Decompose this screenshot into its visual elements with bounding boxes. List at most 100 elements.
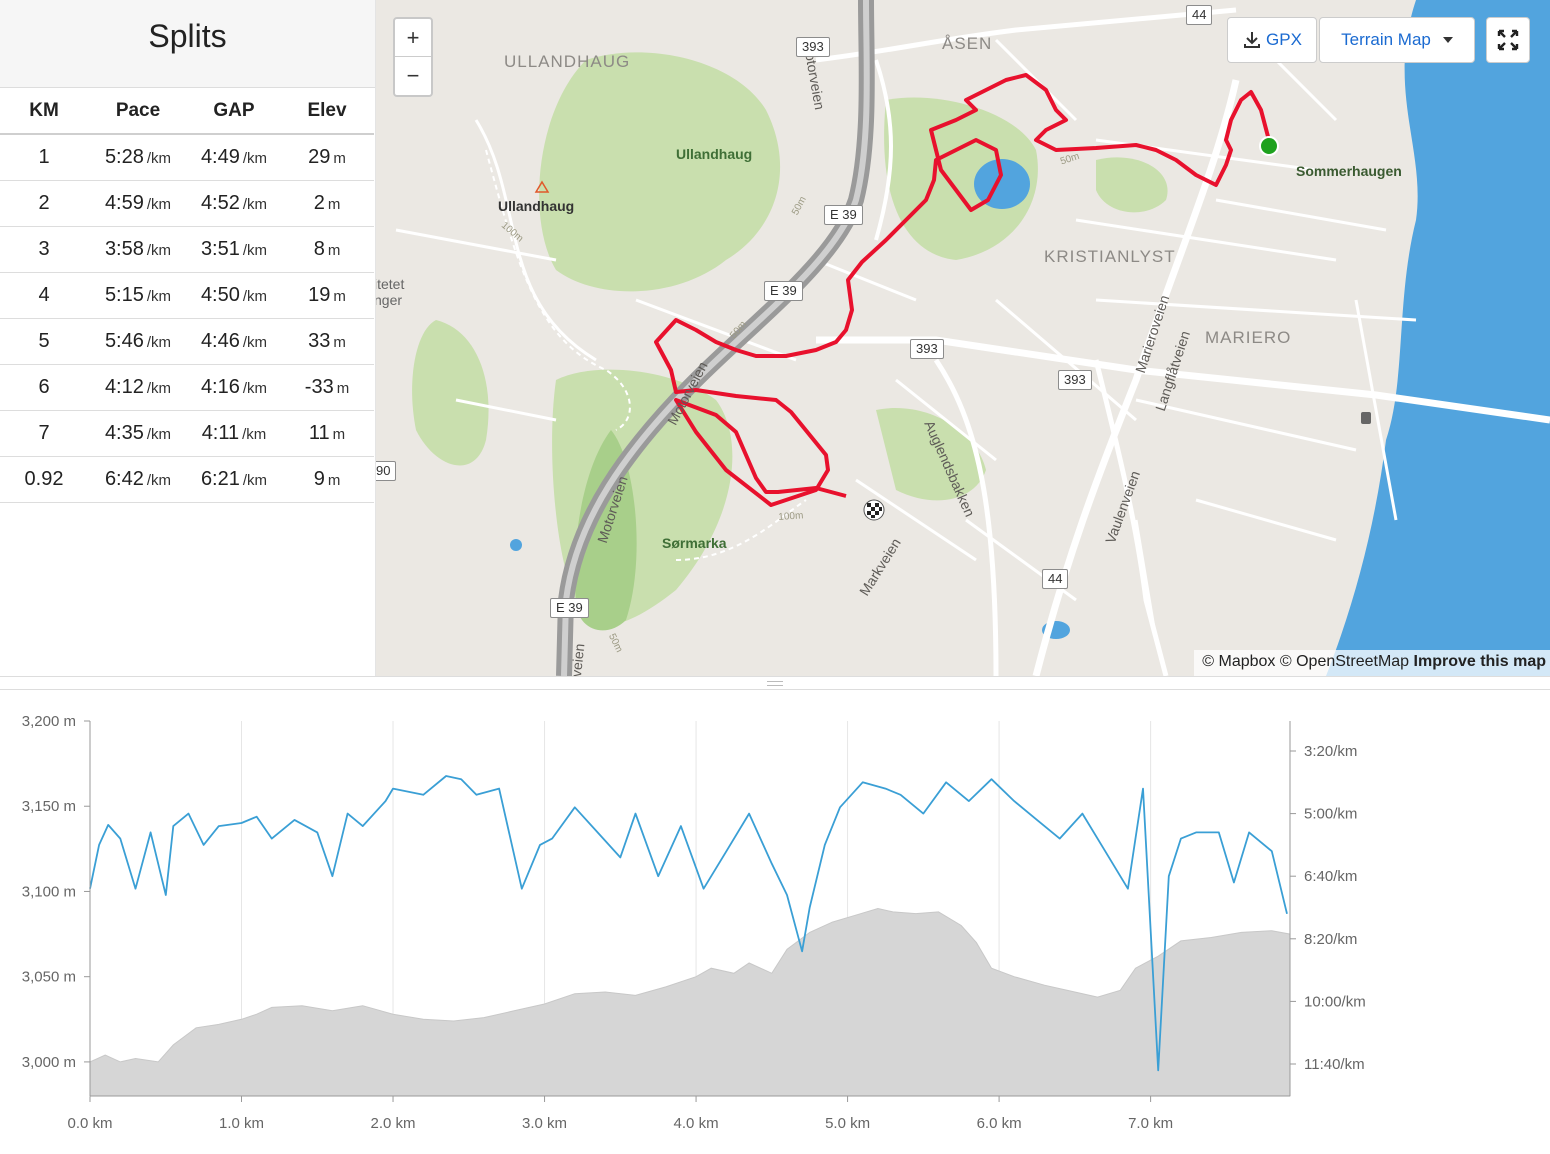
split-elev-value: 9 [313, 467, 325, 490]
x-tick-label: 0.0 km [67, 1115, 112, 1132]
gap-unit: /km [242, 149, 268, 167]
map-style-dropdown[interactable]: Terrain Map [1319, 17, 1475, 63]
split-row[interactable]: 0.92 6:42/km 6:21/km 9 m [0, 456, 374, 503]
split-pace-value: 6:42 [104, 467, 144, 490]
pace-unit: /km [146, 379, 172, 397]
split-gap-value: 4:50 [200, 283, 240, 306]
split-km: 0.92 [0, 456, 88, 503]
road-shield-e39: E 39 [764, 281, 803, 301]
road-shield-393: 393 [910, 339, 944, 359]
x-tick-label: 6.0 km [977, 1115, 1022, 1132]
split-pace-value: 4:12 [104, 375, 144, 398]
elev-unit: m [333, 149, 346, 167]
road-shield-393: 393 [796, 37, 830, 57]
pace-unit: /km [146, 195, 172, 213]
header-elev[interactable]: Elev [280, 88, 374, 135]
split-elev-value: -33 [304, 375, 334, 398]
gap-unit: /km [242, 425, 267, 443]
y-right-tick-label: 6:40/km [1304, 868, 1357, 885]
finish-marker[interactable] [863, 499, 885, 521]
y-left-tick-label: 3,000 m [22, 1054, 76, 1071]
label-sommerhaugen: Sommerhaugen [1296, 163, 1402, 179]
route-line [654, 73, 1273, 507]
improve-map-link[interactable]: Improve this map [1413, 653, 1546, 670]
attribution-osm-link[interactable]: © OpenStreetMap [1279, 653, 1410, 670]
zoom-out-button[interactable]: − [406, 63, 420, 88]
split-row[interactable]: 3 3:58/km 3:51/km 8 m [0, 226, 374, 273]
split-elev: 29 m [280, 134, 374, 181]
elev-unit: m [333, 333, 346, 351]
gap-unit: /km [242, 379, 268, 397]
x-tick-label: 3.0 km [522, 1115, 567, 1132]
split-gap-value: 4:46 [200, 329, 240, 352]
x-tick-label: 1.0 km [219, 1115, 264, 1132]
split-row[interactable]: 2 4:59/km 4:52/km 2 m [0, 180, 374, 227]
map[interactable]: ULLANDHAUG ÅSEN KRISTIANLYST MARIERO Ull… [376, 0, 1550, 676]
y-left-tick-label: 3,100 m [22, 883, 76, 900]
split-row[interactable]: 6 4:12/km 4:16/km -33 m [0, 364, 374, 411]
split-elev: 11 m [280, 410, 374, 457]
start-marker[interactable] [1259, 136, 1279, 156]
chart-svg[interactable]: 0.0 km 1.0 km 2.0 km 3.0 km 4.0 km 5.0 km 6.0 … [0, 690, 1550, 1154]
split-row[interactable]: 7 4:35/km 4:11/km 11 m [0, 410, 374, 457]
split-km: 4 [0, 272, 88, 319]
y-right-tick-label: 10:00/km [1304, 993, 1366, 1010]
split-gap-value: 4:11 [201, 421, 240, 444]
label-sormarka: Sørmarka [662, 535, 727, 551]
pace-unit: /km [146, 471, 172, 489]
split-pace: 3:58/km [88, 226, 188, 273]
elev-unit: m [336, 379, 350, 397]
split-pace: 5:28/km [88, 134, 188, 181]
gap-unit: /km [242, 241, 268, 259]
split-km: 2 [0, 180, 88, 227]
elevation-pace-chart[interactable]: 0.0 km 1.0 km 2.0 km 3.0 km 4.0 km 5.0 km 6.0 … [0, 690, 1550, 1154]
map-canvas[interactable] [376, 0, 1550, 676]
split-gap: 3:51/km [188, 226, 280, 273]
y-left-tick-label: 3,200 m [22, 713, 76, 730]
header-gap[interactable]: GAP [188, 88, 280, 135]
elev-unit: m [327, 241, 341, 259]
label-nger: nger [376, 292, 403, 308]
split-row[interactable]: 5 5:46/km 4:46/km 33 m [0, 318, 374, 365]
gpx-download-button[interactable]: GPX [1227, 17, 1317, 63]
split-elev-value: 11 [308, 421, 330, 444]
splits-title: Splits [0, 0, 375, 88]
split-pace: 4:12/km [88, 364, 188, 411]
splits-panel: Splits KM Pace GAP Elev 1 5:28/km 4:49/km 2… [0, 0, 376, 676]
label-kristianlyst: KRISTIANLYST [1044, 247, 1176, 266]
split-gap: 4:16/km [188, 364, 280, 411]
split-row[interactable]: 1 5:28/km 4:49/km 29 m [0, 134, 374, 181]
split-pace-value: 4:59 [104, 191, 144, 214]
splits-table: KM Pace GAP Elev 1 5:28/km 4:49/km 29 m 2 4:59… [0, 88, 374, 503]
split-gap: 4:52/km [188, 180, 280, 227]
elev-unit: m [333, 287, 346, 305]
attribution-mapbox-link[interactable]: © Mapbox [1202, 653, 1276, 670]
resize-handle[interactable] [0, 676, 1550, 690]
split-km: 7 [0, 410, 88, 457]
split-elev: 19 m [280, 272, 374, 319]
elev-unit: m [327, 195, 341, 213]
header-pace[interactable]: Pace [88, 88, 188, 135]
split-gap: 4:50/km [188, 272, 280, 319]
gap-unit: /km [242, 333, 268, 351]
label-asen: ÅSEN [942, 34, 993, 53]
split-pace: 5:46/km [88, 318, 188, 365]
fullscreen-button[interactable] [1486, 17, 1530, 63]
header-km[interactable]: KM [0, 88, 88, 135]
motorway-center [561, 0, 870, 676]
zoom-in-button[interactable]: + [395, 19, 431, 57]
road-shield-393: 393 [1058, 370, 1092, 390]
splits-body: 1 5:28/km 4:49/km 29 m 2 4:59/km 4:52/km 2 m 3 3:58… [0, 134, 374, 503]
pace-line [89, 775, 1288, 1072]
split-row[interactable]: 4 5:15/km 4:50/km 19 m [0, 272, 374, 319]
label-veien: veien [568, 642, 588, 676]
split-pace-value: 5:46 [104, 329, 144, 352]
elev-unit: m [332, 425, 346, 443]
split-km: 6 [0, 364, 88, 411]
minor-streets [395, 38, 1417, 641]
label-mariero: MARIERO [1205, 328, 1292, 347]
split-elev-value: 2 [313, 191, 325, 214]
label-ullandhaug-area: ULLANDHAUG [504, 52, 631, 71]
pace-unit: /km [146, 333, 172, 351]
